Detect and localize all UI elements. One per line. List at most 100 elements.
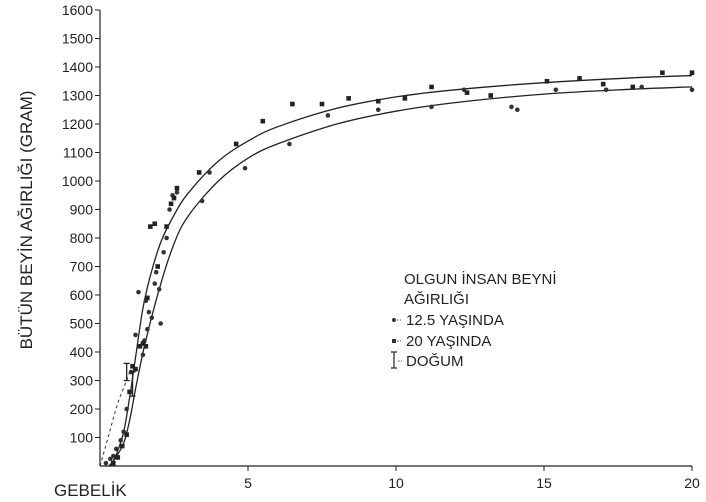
y-tick-label: 1000 [62, 173, 93, 189]
data-point-square [319, 101, 325, 107]
data-point-square [115, 455, 121, 460]
y-tick-label: 500 [70, 316, 94, 332]
data-point-dot [429, 104, 434, 110]
x-axis-title: GEBELİK [54, 481, 127, 500]
fit-curve-2 [109, 74, 693, 467]
data-point-dot [242, 165, 248, 171]
data-point-dot [199, 198, 205, 204]
tick-labels: 100 200 300 400 500 600 700 800 900 1000 1100 1200 1… [62, 2, 700, 491]
x-tick-label: 20 [684, 475, 700, 491]
data-point-square [488, 93, 494, 98]
legend-title-line-1: OLGUN İNSAN BEYNİ [404, 270, 557, 288]
data-point-dot [553, 87, 559, 93]
data-point-square [133, 366, 138, 372]
data-point-dot [639, 84, 644, 90]
data-point-dot [603, 87, 609, 93]
data-point-dot [152, 281, 158, 286]
data-point-dot [161, 249, 166, 255]
extrapolation-dashed-line [99, 371, 131, 467]
data-point-square [152, 221, 158, 227]
legend: OLGUN İNSAN BEYNİ AĞIRLIĞI 12.5 YAŞINDA … [391, 270, 557, 370]
data-point-dot [164, 235, 169, 241]
data-point-square [124, 432, 129, 437]
data-point-dot [375, 107, 381, 113]
y-tick-label: 200 [70, 401, 94, 417]
birth-error-bar [123, 362, 130, 382]
fit-curve-1 [108, 86, 693, 467]
y-tick-label: 600 [70, 287, 94, 303]
data-point-dot [118, 438, 124, 443]
data-point-square [630, 84, 636, 90]
data-point-square [140, 341, 146, 346]
data-point-square [260, 118, 266, 124]
data-point-square [233, 141, 239, 147]
y-tick-label: 800 [70, 230, 94, 246]
data-point-dot [146, 309, 152, 315]
data-point-dot [133, 332, 138, 338]
data-point-dot [509, 104, 514, 110]
y-tick-label: 1100 [63, 145, 93, 161]
data-point-dot [111, 453, 116, 459]
y-tick-label: 1300 [62, 88, 93, 104]
y-tick-label: 1400 [62, 59, 93, 75]
data-point-square [600, 81, 606, 87]
data-point-dot [124, 406, 129, 412]
data-point-square [168, 201, 174, 207]
x-tick-label: 10 [388, 475, 404, 491]
data-point-dot [113, 446, 119, 452]
y-tick-label: 700 [70, 259, 94, 275]
data-point-square [119, 443, 125, 449]
data-point-square [464, 90, 470, 95]
y-tick-label: 1500 [62, 31, 93, 47]
data-point-dot [167, 207, 172, 212]
data-point-dot [515, 107, 520, 113]
y-axis-title: BÜTÜN BEYİN AĞIRLIĞI (GRAM) [17, 91, 36, 350]
data-point-square [660, 70, 665, 75]
data-point-square [145, 295, 150, 301]
data-point-square [196, 170, 202, 175]
data-point-square [174, 185, 180, 191]
data-point-square [137, 344, 143, 349]
data-point-dot [689, 87, 695, 93]
data-point-dot [145, 326, 150, 332]
data-point-dot [207, 170, 212, 175]
data-point-square [155, 264, 161, 269]
axes [95, 9, 693, 471]
data-point-dot [287, 141, 292, 147]
x-tick-label: 5 [244, 475, 252, 491]
data-point-square [111, 460, 116, 466]
data-point-square [429, 84, 434, 90]
data-point-square [164, 224, 169, 229]
data-point-dot [103, 460, 109, 466]
data-point-dot [140, 352, 146, 358]
data-point-dot [158, 321, 163, 326]
y-tick-label: 400 [70, 344, 94, 360]
legend-square-icon [392, 339, 396, 343]
y-tick-label: 300 [70, 373, 94, 389]
data-point-square [127, 389, 132, 395]
y-tick-label: 900 [70, 202, 94, 218]
data-point-dot [149, 315, 155, 321]
data-point-square [346, 96, 351, 101]
data-point-dot [325, 113, 331, 118]
data-point-square [689, 70, 695, 75]
legend-entry-birth: DOĞUM [406, 353, 464, 370]
legend-dot-icon [392, 318, 396, 322]
data-point-square [375, 98, 381, 104]
legend-title-line-2: AĞIRLIĞI [404, 291, 469, 308]
data-point-square [148, 224, 153, 229]
legend-entry-12-5: 12.5 YAŞINDA [406, 312, 504, 329]
plot-area [99, 70, 695, 467]
data-point-square [130, 363, 135, 369]
data-point-square [171, 195, 177, 201]
y-tick-label: 1600 [62, 2, 93, 18]
data-point-square [544, 78, 550, 84]
data-point-square [290, 101, 295, 107]
data-point-square [402, 96, 408, 101]
data-point-dot [108, 456, 113, 462]
data-point-square [143, 344, 149, 349]
legend-entry-20: 20 YAŞINDA [406, 333, 491, 350]
y-tick-label: 1200 [62, 116, 93, 132]
data-point-dot [136, 289, 141, 295]
